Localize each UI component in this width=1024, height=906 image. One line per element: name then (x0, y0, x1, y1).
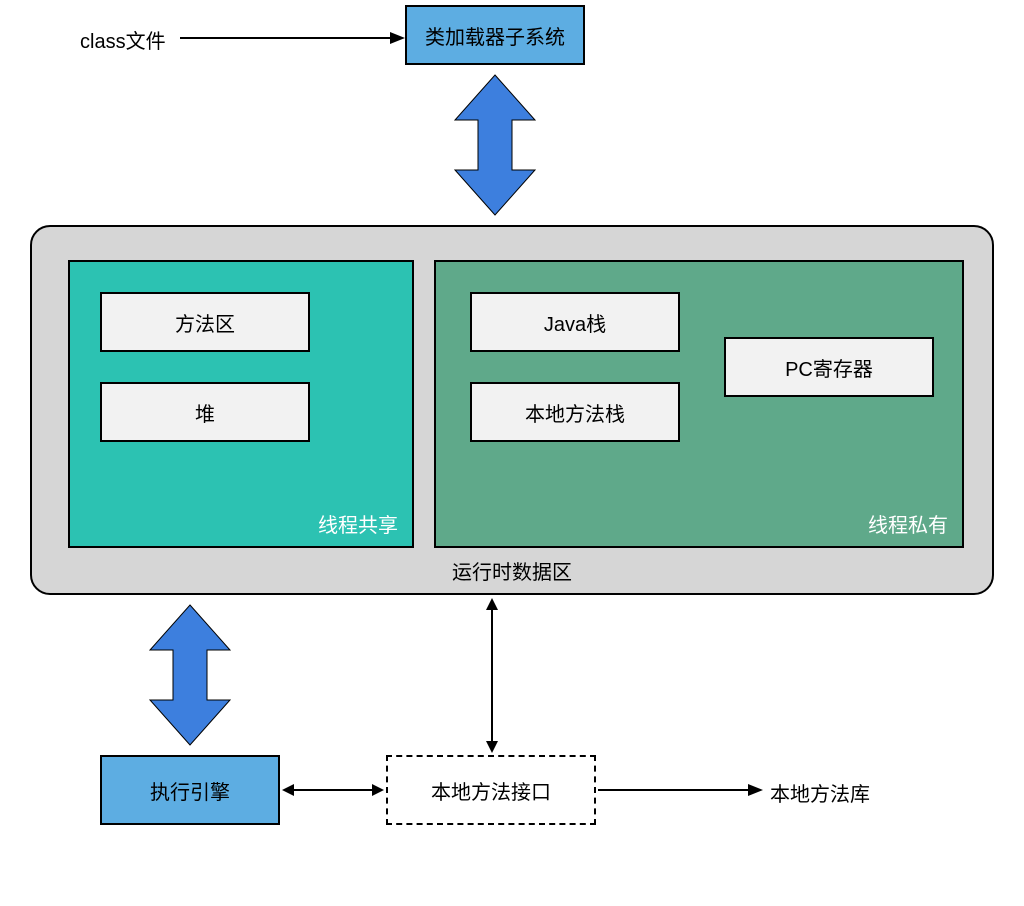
runtime-area-label: 运行时数据区 (452, 556, 572, 585)
native-stack-label: 本地方法栈 (525, 398, 625, 427)
native-interface-box: 本地方法接口 (386, 755, 596, 825)
arrow-classfile-to-loader (180, 30, 405, 50)
thread-shared-panel: 方法区 堆 线程共享 (68, 260, 414, 548)
thick-arrow-loader-runtime (450, 75, 540, 215)
execution-engine-box: 执行引擎 (100, 755, 280, 825)
classloader-box: 类加载器子系统 (405, 5, 585, 65)
pc-register-label: PC寄存器 (785, 353, 873, 382)
classloader-label: 类加载器子系统 (425, 21, 565, 50)
pc-register-box: PC寄存器 (724, 337, 934, 397)
java-stack-box: Java栈 (470, 292, 680, 352)
execution-engine-label: 执行引擎 (150, 776, 230, 805)
class-file-label: class文件 (80, 25, 166, 54)
heap-box: 堆 (100, 382, 310, 442)
native-library-label: 本地方法库 (770, 778, 870, 807)
arrow-native-interface-to-library (598, 782, 763, 798)
thick-arrow-runtime-engine (145, 605, 235, 745)
heap-label: 堆 (195, 398, 215, 427)
method-area-box: 方法区 (100, 292, 310, 352)
thread-private-label: 线程私有 (868, 509, 948, 538)
method-area-label: 方法区 (175, 308, 235, 337)
thread-shared-label: 线程共享 (318, 509, 398, 538)
thread-private-panel: Java栈 本地方法栈 PC寄存器 线程私有 (434, 260, 964, 548)
java-stack-label: Java栈 (544, 308, 606, 337)
thin-arrow-runtime-native-interface (484, 598, 500, 753)
thin-arrow-engine-native-interface (282, 782, 384, 798)
native-interface-label: 本地方法接口 (431, 776, 551, 805)
runtime-data-area: 方法区 堆 线程共享 Java栈 本地方法栈 PC寄存器 线程私有 运行时数据区 (30, 225, 994, 595)
native-stack-box: 本地方法栈 (470, 382, 680, 442)
